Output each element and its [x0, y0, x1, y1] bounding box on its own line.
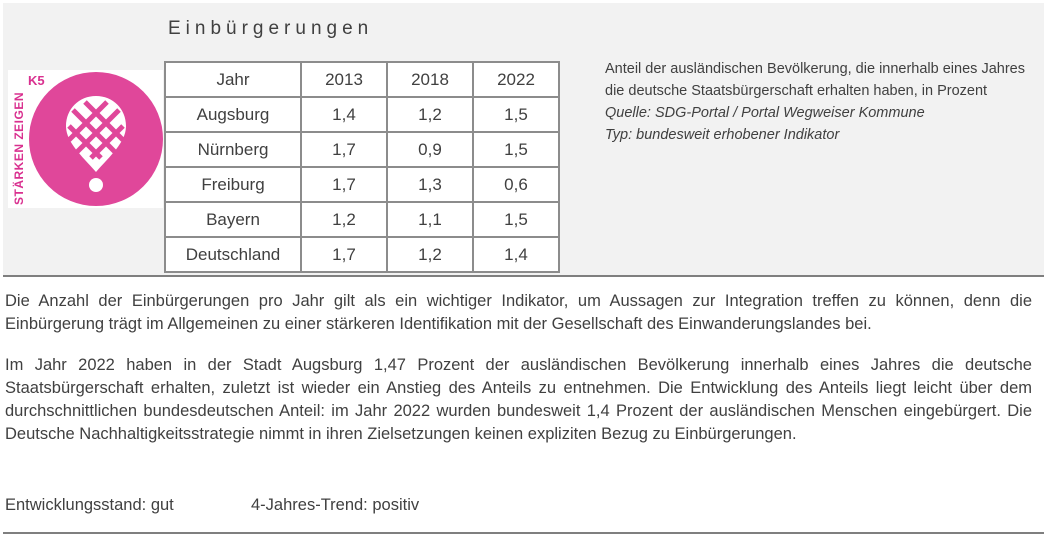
row-label: Augsburg: [164, 96, 302, 133]
table-cell: 1,2: [386, 96, 474, 133]
description-text: Anteil der ausländischen Bevölkerung, di…: [605, 61, 1025, 99]
table-cell: 1,2: [300, 201, 388, 238]
table-cell: 0,9: [386, 131, 474, 168]
table-row: Deutschland 1,7 1,2 1,4: [164, 236, 560, 273]
row-label: Deutschland: [164, 236, 302, 273]
header-cell: Jahr: [164, 61, 302, 98]
table-cell: 1,4: [300, 96, 388, 133]
header-cell: 2022: [472, 61, 560, 98]
header-cell: 2018: [386, 61, 474, 98]
sdg-logo: STÄRKEN ZEIGEN K5: [8, 70, 163, 208]
table-cell: 1,7: [300, 166, 388, 203]
data-table: Jahr 2013 2018 2022 Augsburg 1,4 1,2 1,5…: [164, 61, 560, 273]
row-label: Bayern: [164, 201, 302, 238]
intro-paragraph: Die Anzahl der Einbürgerungen pro Jahr g…: [5, 292, 1032, 333]
table-cell: 1,4: [472, 236, 560, 273]
logo-code: K5: [28, 73, 45, 88]
type-text: Typ: bundesweit erhobener Indikator: [605, 127, 840, 143]
table-row: Nürnberg 1,7 0,9 1,5: [164, 131, 560, 168]
bottom-divider: [3, 532, 1044, 534]
table-cell: 1,7: [300, 236, 388, 273]
table-row: Freiburg 1,7 1,3 0,6: [164, 166, 560, 203]
row-label: Freiburg: [164, 166, 302, 203]
logo-vertical-text: STÄRKEN ZEIGEN: [12, 91, 26, 205]
indicator-description: Anteil der ausländischen Bevölkerung, di…: [605, 58, 1045, 146]
row-label: Nürnberg: [164, 131, 302, 168]
development-status: Entwicklungsstand: gut: [5, 496, 174, 514]
table-cell: 1,3: [386, 166, 474, 203]
table-cell: 1,2: [386, 236, 474, 273]
map-pin-grid-icon: [29, 72, 163, 206]
table-cell: 1,7: [300, 131, 388, 168]
table-cell: 1,5: [472, 131, 560, 168]
analysis-paragraph: Im Jahr 2022 haben in der Stadt Augsburg…: [5, 356, 1032, 443]
table-cell: 0,6: [472, 166, 560, 203]
table-cell: 1,5: [472, 96, 560, 133]
header-cell: 2013: [300, 61, 388, 98]
table-header-row: Jahr 2013 2018 2022: [164, 61, 560, 98]
source-text: Quelle: SDG-Portal / Portal Wegweiser Ko…: [605, 105, 925, 121]
table-row: Bayern 1,2 1,1 1,5: [164, 201, 560, 238]
table-cell: 1,5: [472, 201, 560, 238]
table-row: Augsburg 1,4 1,2 1,5: [164, 96, 560, 133]
status-line: Entwicklungsstand: gut 4-Jahres-Trend: p…: [5, 496, 419, 515]
trend-status: 4-Jahres-Trend: positiv: [251, 496, 420, 514]
page-title: Einbürgerungen: [168, 18, 374, 39]
table-cell: 1,1: [386, 201, 474, 238]
header-panel: Einbürgerungen STÄRKEN ZEIGEN K5 Jahr: [3, 3, 1044, 277]
